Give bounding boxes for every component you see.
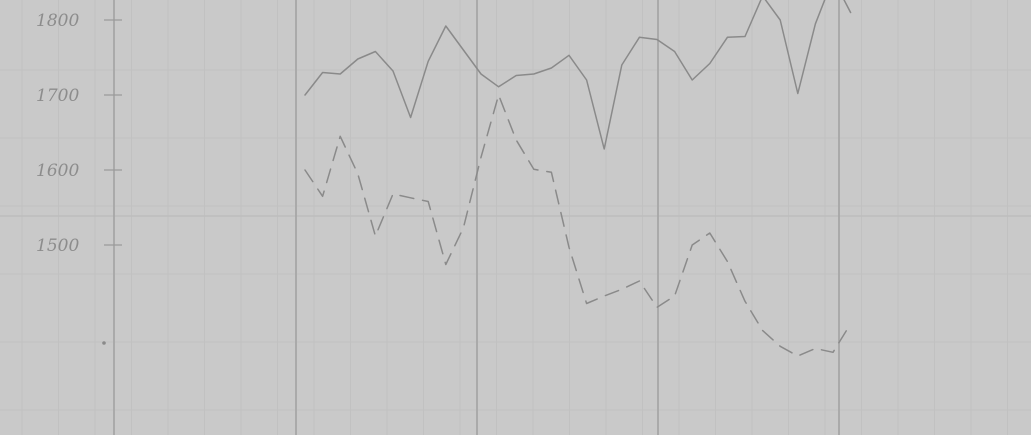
y-tick-label: 1600 <box>36 161 79 181</box>
y-axis-ticks: 1800 1700 1600 1500 <box>36 11 122 345</box>
series-layer <box>304 0 852 357</box>
y-tick-label: 1800 <box>36 11 79 31</box>
y-tick-label: 1500 <box>36 236 79 256</box>
paper-mark <box>102 341 106 345</box>
major-grid <box>113 0 840 435</box>
series-line-solid <box>304 0 852 150</box>
y-tick-label: 1700 <box>36 86 79 106</box>
